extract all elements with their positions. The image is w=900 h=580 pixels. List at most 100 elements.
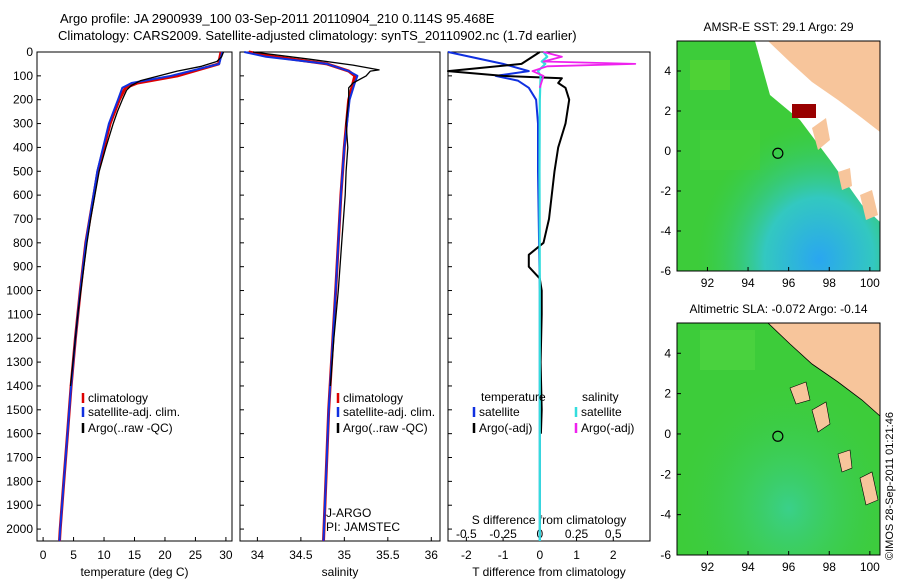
temp-legend-sat-label: satellite-adj. clim.	[88, 405, 180, 419]
sla-map-ytick-label: 2	[664, 387, 671, 401]
diff-legend-title-sal: salinity	[582, 390, 619, 404]
temp-xtick-label: 10	[97, 548, 111, 562]
sal-xlabel: salinity	[322, 565, 359, 579]
difference-axes-frame	[447, 51, 651, 542]
diff-top-tick-label: 0.5	[605, 527, 622, 541]
sal-xtick-label: 34.5	[289, 548, 313, 562]
temp-ytick-label: 1100	[7, 307, 33, 321]
diff-top-xlabel: S difference from climatology	[472, 513, 627, 527]
temp-ytick-label: 900	[13, 260, 33, 274]
sst-map-title: AMSR-E SST: 29.1 Argo: 29	[703, 20, 853, 34]
temp-ytick-label: 300	[13, 117, 33, 131]
diff-t-sat-line	[447, 51, 541, 541]
sst-map-xtick-label: 94	[741, 276, 755, 290]
temp-ytick-label: 1700	[6, 451, 33, 465]
sst-map-ytick-label: -6	[660, 264, 671, 278]
diff-xtick-label: -1	[498, 548, 509, 562]
temp-xtick-label: 30	[219, 548, 233, 562]
diff-xtick-label: 2	[610, 548, 617, 562]
diff-t-argo-line	[447, 51, 571, 434]
temp-argo-line	[69, 51, 225, 387]
temp-xtick-label: 20	[158, 548, 172, 562]
sal-legend-sat-label: satellite-adj. clim.	[343, 405, 435, 419]
diff-xtick-label: -2	[461, 548, 472, 562]
temp-ytick-label: 2000	[6, 522, 33, 536]
diff-legend-s-sat-label: satellite	[581, 405, 622, 419]
sla-map-ytick-label: -6	[660, 548, 671, 562]
sal-clim-line	[248, 50, 357, 542]
sst-map-ytick-label: 4	[664, 64, 671, 78]
temp-ytick-label: 600	[13, 188, 33, 202]
sal-xtick-label: 36	[425, 548, 439, 562]
sal-argo-line	[252, 51, 380, 387]
salinity-axes-frame	[239, 51, 441, 542]
diff-s-argo-line	[531, 51, 637, 89]
temp-ytick-label: 500	[13, 164, 33, 178]
temp-ytick-label: 200	[13, 93, 33, 107]
sla-map-profile-marker	[772, 430, 784, 442]
sla-map-frame	[676, 322, 881, 556]
sst-map-ytick-label: 2	[664, 104, 671, 118]
temp-ytick-label: 0	[26, 45, 33, 59]
sst-map-frame	[676, 40, 881, 272]
temp-sat-line	[58, 51, 224, 542]
temp-xtick-label: 25	[189, 548, 203, 562]
sst-map-xtick-label: 98	[823, 276, 837, 290]
temp-ytick-label: 1400	[6, 379, 33, 393]
sla-map-title: Altimetric SLA: -0.072 Argo: -0.14	[689, 302, 867, 316]
temp-ytick-label: 100	[13, 69, 33, 83]
sla-map-xtick-label: 96	[782, 560, 796, 574]
temp-xtick-label: 5	[70, 548, 77, 562]
temp-ytick-label: 1900	[6, 498, 33, 512]
temp-ytick-label: 1600	[6, 427, 33, 441]
sla-map-xtick-label: 98	[823, 560, 837, 574]
temp-ytick-label: 1000	[6, 284, 33, 298]
temp-ytick-label: 1300	[6, 355, 33, 369]
figure-title-line1: Argo profile: JA 2900939_100 03-Sep-2011…	[60, 11, 495, 26]
float-program-label: J-ARGO	[326, 506, 371, 520]
temp-ytick-label: 700	[13, 212, 33, 226]
diff-legend-title-temp: temperature	[481, 390, 546, 404]
diff-top-tick-label: -0.5	[456, 527, 477, 541]
sla-map-xtick-label: 92	[701, 560, 715, 574]
diff-xtick-label: 1	[573, 548, 580, 562]
temp-ytick-label: 1500	[6, 403, 33, 417]
sal-legend-clim-label: climatology	[343, 391, 403, 405]
sal-xtick-label: 35	[338, 548, 352, 562]
sal-xtick-label: 34	[251, 548, 265, 562]
figure-title-line2: Climatology: CARS2009. Satellite-adjuste…	[58, 28, 577, 43]
diff-xlabel: T difference from climatology	[472, 565, 626, 579]
sla-map-ytick-label: 0	[664, 427, 671, 441]
temp-xtick-label: 15	[128, 548, 142, 562]
sla-map-ytick-label: 4	[664, 346, 671, 360]
diff-top-tick-label: 0.25	[565, 527, 589, 541]
temp-xlabel: temperature (deg C)	[80, 565, 188, 579]
temp-ytick-label: 1200	[6, 331, 33, 345]
temp-legend-argo-label: Argo(..raw -QC)	[88, 421, 173, 435]
sal-sat-line	[244, 51, 359, 542]
temp-ytick-label: 400	[13, 140, 33, 154]
diff-legend-t-sat-label: satellite	[479, 405, 520, 419]
diff-legend-t-argo-label: Argo(-adj)	[479, 421, 532, 435]
sal-legend-argo-label: Argo(..raw -QC)	[343, 421, 428, 435]
diff-xtick-label: 0	[536, 548, 543, 562]
sla-map-ytick-label: -2	[660, 467, 671, 481]
sla-map-xtick-label: 94	[741, 560, 755, 574]
diff-top-tick-label: -0.25	[489, 527, 517, 541]
sst-map-ytick-label: -2	[660, 184, 671, 198]
sst-map-xtick-label: 92	[701, 276, 715, 290]
sst-map-xtick-label: 100	[860, 276, 880, 290]
temp-clim-line	[58, 51, 223, 542]
sla-map-xtick-label: 100	[860, 560, 880, 574]
sst-map-ytick-label: 0	[664, 144, 671, 158]
temp-ytick-label: 1800	[6, 474, 33, 488]
float-pi-label: PI: JAMSTEC	[326, 520, 400, 534]
diff-legend-s-argo-label: Argo(-adj)	[581, 421, 634, 435]
sst-map-ytick-label: -4	[660, 224, 671, 238]
sal-xtick-label: 35.5	[376, 548, 400, 562]
temp-xtick-label: 0	[40, 548, 47, 562]
temp-legend-clim-label: climatology	[88, 391, 148, 405]
sst-map-profile-marker	[772, 147, 784, 159]
sst-map-xtick-label: 96	[782, 276, 796, 290]
